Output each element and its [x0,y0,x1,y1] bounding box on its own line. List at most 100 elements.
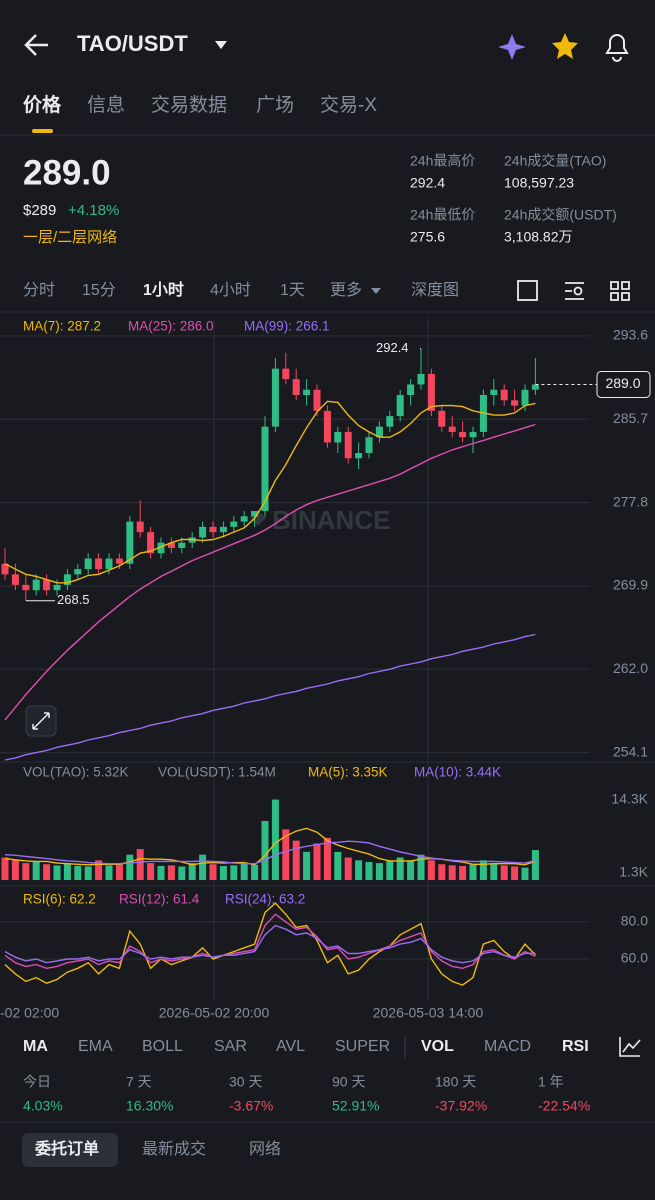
volume-bar [32,862,40,880]
candle-body [157,542,165,554]
vol-legend: VOL(TAO): 5.32K [23,765,129,780]
indicator[interactable]: RSI [562,1038,589,1055]
volume-bar [521,867,529,880]
indicator[interactable]: MA [23,1038,48,1055]
stat-value: 275.6 [410,229,445,245]
interval[interactable]: 1小时 [143,281,184,299]
chart-tools [517,280,630,301]
last-price-tag: 289.0 [605,375,640,391]
nav-tab[interactable]: 广场 [256,94,294,116]
vol-ma-legend: MA(10): 3.44K [414,765,501,780]
indicator[interactable]: AVL [276,1038,305,1055]
interval[interactable]: 更多 [330,281,362,299]
volume-bar [313,843,321,880]
indicator[interactable]: EMA [78,1038,113,1055]
volume-bar [500,865,508,880]
candle-body [53,584,61,591]
indicator[interactable]: VOL [421,1038,454,1055]
pair-title[interactable]: TAO/USDT [77,31,188,56]
interval[interactable]: 4小时 [210,281,251,299]
candle-body [167,542,175,548]
vol-legend: VOL(USDT): 1.54M [158,765,276,780]
candle-body [427,373,435,411]
stat-label: 24h最低价 [410,207,475,223]
y-tick-label: 262.0 [613,660,648,676]
tool-icon[interactable] [517,280,538,301]
perf-label: 今日 [23,1074,51,1090]
candle-body [365,437,373,454]
candle-body [271,368,279,427]
volume-bar [365,862,373,880]
volume-bar [147,863,155,880]
candle-body [136,521,144,533]
nav-tab[interactable]: 信息 [87,94,125,116]
volume-bar [323,837,331,880]
indicator[interactable]: BOLL [142,1038,183,1055]
perf-value: -37.92% [435,1098,487,1114]
nav-tab[interactable]: 交易数据 [151,94,227,116]
y-tick-label: 269.9 [613,577,648,593]
candle-body [355,453,363,459]
volume-bar [531,850,539,880]
interval[interactable]: 15分 [82,281,116,299]
candle-body [219,526,227,533]
candle-body [95,558,103,570]
candle-body [438,410,446,427]
candle-body [261,426,269,512]
favorite-icon[interactable] [552,33,578,59]
indicator-settings[interactable] [619,1037,641,1057]
nav-tab[interactable]: 价格 [23,93,62,116]
bottom-tab[interactable]: 委托订单 [34,1139,99,1158]
bell-icon[interactable] [605,34,629,62]
volume-bar [22,863,30,880]
candle-body [74,569,82,575]
tool-icon[interactable] [573,286,583,296]
candle-body [417,373,425,385]
volume-bar [344,857,352,880]
x-tick-label: 2026-05-03 14:00 [373,1005,484,1021]
candle-body [230,521,238,527]
ai-icon[interactable] [498,34,526,60]
bottom-tab[interactable]: 最新成交 [142,1140,206,1158]
volume-bar [43,864,51,880]
volume-bar [407,860,415,880]
candle-body [240,516,248,522]
candle-body [344,431,352,459]
volume-bar [479,860,487,880]
indicator[interactable]: SUPER [335,1038,390,1055]
tool-icon[interactable] [565,282,584,300]
bottom-tab[interactable]: 网络 [249,1139,281,1158]
candle-body [22,584,30,591]
stat-value: 292.4 [410,175,445,191]
interval[interactable]: 分时 [23,281,55,299]
rsi-line [4,902,536,986]
volume-bar [459,865,467,880]
indicator[interactable]: SAR [214,1038,247,1055]
pair-caret[interactable] [215,41,227,49]
nav-tab[interactable]: 交易-X [320,94,377,116]
y-tick-label: 293.6 [613,327,648,343]
volume-bar [209,864,217,880]
perf-value: 16.30% [126,1098,173,1114]
interval[interactable]: 1天 [280,282,305,299]
stat-value: 3,108.82万 [504,229,573,245]
candle-body [396,395,404,417]
perf-value: 52.91% [332,1098,379,1114]
rsi-legend: RSI(6): 62.2 [23,892,96,907]
rsi-line [4,924,536,964]
indicator[interactable]: MACD [484,1038,531,1055]
volume-bar [292,840,300,880]
volume-bar [188,863,196,880]
back-button[interactable] [24,34,48,56]
stat-label: 24h成交额(USDT) [504,207,617,223]
candle-body [11,574,19,585]
sector-tag[interactable]: 一层/二层网络 [23,229,117,246]
y-tick-label: 254.1 [613,743,648,759]
tool-icon[interactable] [610,281,630,301]
candle-body [178,542,186,548]
ma-line [4,633,536,761]
volume-bar [261,820,269,880]
rsi-legend: RSI(24): 63.2 [225,892,305,907]
interval[interactable]: 深度图 [411,281,459,299]
